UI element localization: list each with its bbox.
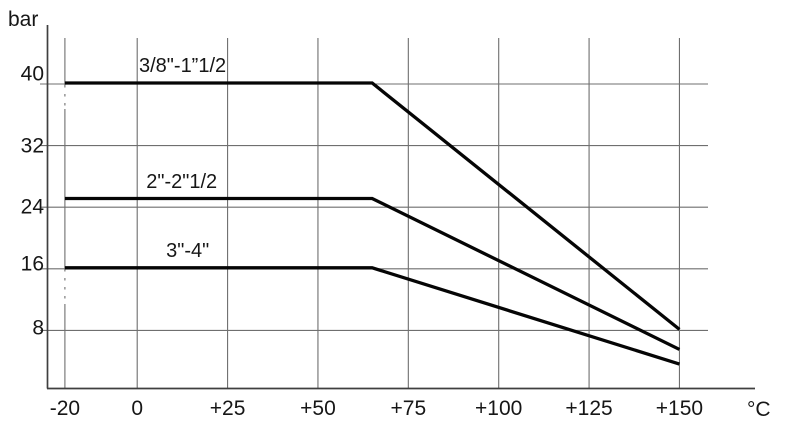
x-tick-label: +25 — [209, 397, 246, 420]
y-tick-label: 24 — [20, 195, 44, 219]
series-label-2: 3"-4" — [166, 239, 210, 262]
series-label-0: 3/8"-1”1/2 — [139, 55, 227, 77]
x-tick-label: +75 — [390, 397, 427, 420]
series-label-1: 2"-2"1/2 — [146, 170, 218, 193]
series-line-1 — [64, 196, 681, 351]
x-tick-label: +150 — [655, 397, 704, 420]
y-tick-label: 32 — [20, 134, 44, 158]
series-line-2 — [64, 266, 680, 366]
y-tick-label: 16 — [20, 252, 44, 276]
x-axis-unit-label: °C — [747, 398, 771, 421]
y-axis-unit-label: bar — [8, 8, 39, 31]
x-tick-label: +100 — [475, 397, 523, 420]
x-tick-label: +50 — [300, 397, 336, 420]
x-tick-label: 0 — [131, 397, 144, 420]
x-tick-label: +125 — [565, 397, 613, 420]
y-tick-label: 8 — [32, 316, 44, 340]
series-line-0 — [64, 81, 681, 331]
x-tick-label: -20 — [49, 397, 81, 420]
y-tick-label: 40 — [20, 62, 44, 86]
